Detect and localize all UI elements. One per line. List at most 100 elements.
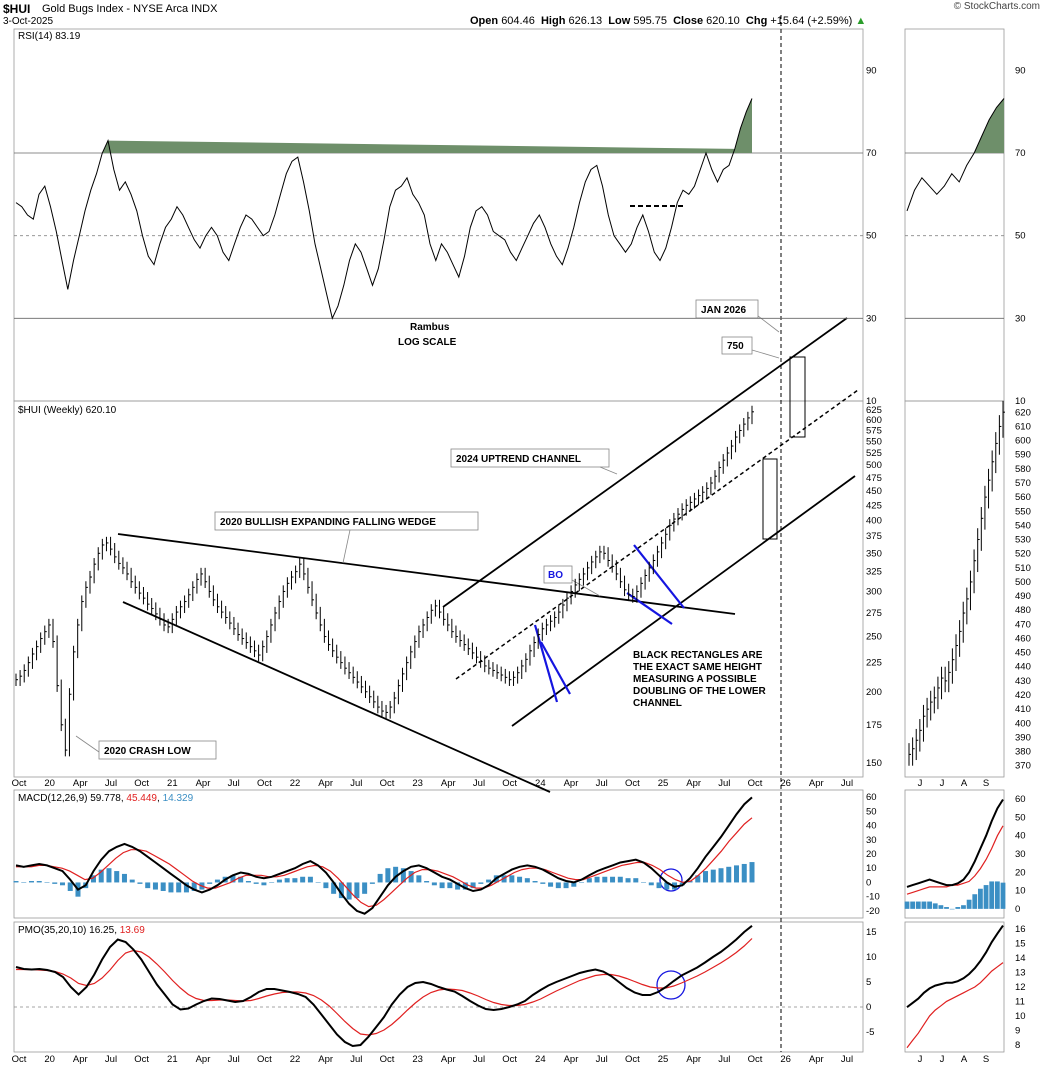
macd-hist-bar (21, 882, 27, 883)
price-zoom-tick-550: 550 (1015, 506, 1031, 517)
price-zoom-tick-450: 450 (1015, 648, 1031, 659)
macd-hist-bar (28, 881, 34, 883)
macd-hist-bar (540, 882, 546, 884)
price-zoom-tick-390: 390 (1015, 732, 1031, 743)
price-x-tick-18: Apr (564, 778, 579, 789)
price-tick-600: 600 (866, 415, 882, 426)
macd-panel[interactable] (13, 789, 864, 919)
price-panel-zoom[interactable] (904, 400, 1005, 778)
price-label: $HUI (Weekly) 620.10 (18, 405, 117, 416)
macd-tick-60: 60 (866, 792, 877, 803)
price-x-tick-22: Apr (686, 778, 701, 789)
macd-hist-bar (641, 882, 647, 883)
macd-hist-bar (145, 882, 151, 889)
price-zoom-tick-440: 440 (1015, 662, 1031, 673)
pmo-x-tick-12: Oct (380, 1054, 395, 1065)
rsi-line (15, 98, 753, 320)
pmo-panel[interactable] (13, 921, 864, 1053)
measure-rectangle-upper (789, 356, 806, 438)
macd-hist-bar (633, 878, 639, 883)
blue-line-4 (626, 592, 673, 625)
macd-hist-bar (424, 881, 430, 883)
price-tick-625: 625 (866, 405, 882, 416)
annotations: Rambus LOG SCALE JAN 2026 750 2024 UPTRE… (75, 299, 780, 760)
close-label: Close (673, 15, 704, 27)
price-zoom-x-tick-3: S (983, 778, 989, 789)
macd-line (15, 796, 753, 915)
annotation-rambus: Rambus (410, 322, 450, 333)
price-tick-425: 425 (866, 500, 882, 511)
macd-zoom-hist-bar (927, 901, 932, 909)
pmo-x-tick-9: 22 (290, 1054, 301, 1065)
price-x-tick-19: Jul (596, 778, 608, 789)
low-value: 595.75 (633, 15, 667, 27)
price-zoom-tick-530: 530 (1015, 535, 1031, 546)
price-x-tick-9: 22 (290, 778, 301, 789)
macd-hist-bar (455, 882, 461, 890)
macd-hist-bar (548, 882, 554, 887)
macd-hist-bar (393, 866, 399, 883)
pmo-x-tick-24: Oct (748, 1054, 763, 1065)
pmo-panel-zoom[interactable] (904, 921, 1005, 1053)
macd-hist-bar (656, 882, 662, 889)
macd-zoom-hist-bar (978, 888, 983, 909)
price-tick-225: 225 (866, 658, 882, 669)
rsi-panel-zoom[interactable] (904, 28, 1005, 402)
price-zoom-tick-510: 510 (1015, 563, 1031, 574)
macd-zoom-hist-bar (949, 908, 955, 910)
macd-hist-bar (292, 878, 298, 883)
price-panel[interactable] (13, 400, 864, 778)
macd-hist-bar (191, 882, 197, 891)
macd-hist-bar (416, 875, 422, 883)
macd-hist-bar (36, 881, 42, 883)
macd-zoom-hist-bar (972, 894, 978, 909)
macd-zoom-hist-bar (915, 901, 921, 909)
macd-zoom-tick-20: 20 (1015, 867, 1026, 878)
change-value: +15.64 (+2.59%) (770, 15, 853, 27)
macd-label-name: MACD(12,26,9) (18, 793, 87, 804)
pmo-label-name: PMO(35,20,10) (18, 925, 86, 936)
price-zoom-tick-380: 380 (1015, 747, 1031, 758)
pmo-x-tick-27: Jul (841, 1054, 853, 1065)
pmo-zoom-tick-10: 10 (1015, 1011, 1026, 1022)
pmo-zoom-tick-12: 12 (1015, 982, 1026, 993)
channel-lower-line (511, 475, 856, 727)
macd-hist-bar (168, 882, 174, 893)
pmo-x-tick-1: 20 (44, 1054, 55, 1065)
pmo-tick-15: 15 (866, 927, 877, 938)
macd-hist-bar (245, 881, 251, 883)
pmo-signal-line (16, 938, 753, 1036)
price-zoom-x-tick-1: J (940, 778, 945, 789)
macd-zoom-line (906, 798, 1004, 888)
price-tick-400: 400 (866, 515, 882, 526)
price-x-tick-27: Jul (841, 778, 853, 789)
price-tick-150: 150 (866, 758, 882, 769)
macd-panel-zoom[interactable] (904, 789, 1005, 919)
macd-hist-bar (687, 881, 693, 883)
annotation-crash-low: 2020 CRASH LOW (104, 746, 191, 757)
macd-zoom-tick-30: 30 (1015, 849, 1026, 860)
stockcharts-logo[interactable]: © StockCharts.com (953, 1, 1040, 12)
symbol[interactable]: $HUI (3, 2, 31, 16)
price-x-tick-0: Oct (12, 778, 27, 789)
pmo-x-tick-6: Apr (196, 1054, 211, 1065)
macd-hist-bar (129, 879, 135, 883)
annotation-rect-4: DOUBLING OF THE LOWER (633, 686, 767, 697)
annotation-bo: BO (548, 570, 563, 581)
price-zoom-tick-610: 610 (1015, 421, 1031, 432)
macd-label: MACD(12,26,9) 59.778, 45.449, 14.329 (18, 793, 194, 804)
callout-crash-pointer (75, 735, 100, 753)
open-value: 604.46 (501, 15, 535, 27)
macd-hist-bar (160, 882, 166, 891)
pmo-blue-circle (656, 970, 686, 1000)
macd-hist-bar (555, 882, 561, 889)
macd-hist-bar (517, 876, 523, 883)
pmo-label: PMO(35,20,10) 16.25, 13.69 (18, 925, 145, 936)
pmo-label-value: 16.25 (89, 925, 114, 936)
macd-hist-bar (594, 876, 600, 883)
macd-hist-bar (323, 882, 329, 889)
macd-label-signal: 45.449 (126, 793, 157, 804)
macd-hist-bar (121, 873, 127, 883)
annotation-rect-2: THE EXACT SAME HEIGHT (633, 662, 762, 673)
